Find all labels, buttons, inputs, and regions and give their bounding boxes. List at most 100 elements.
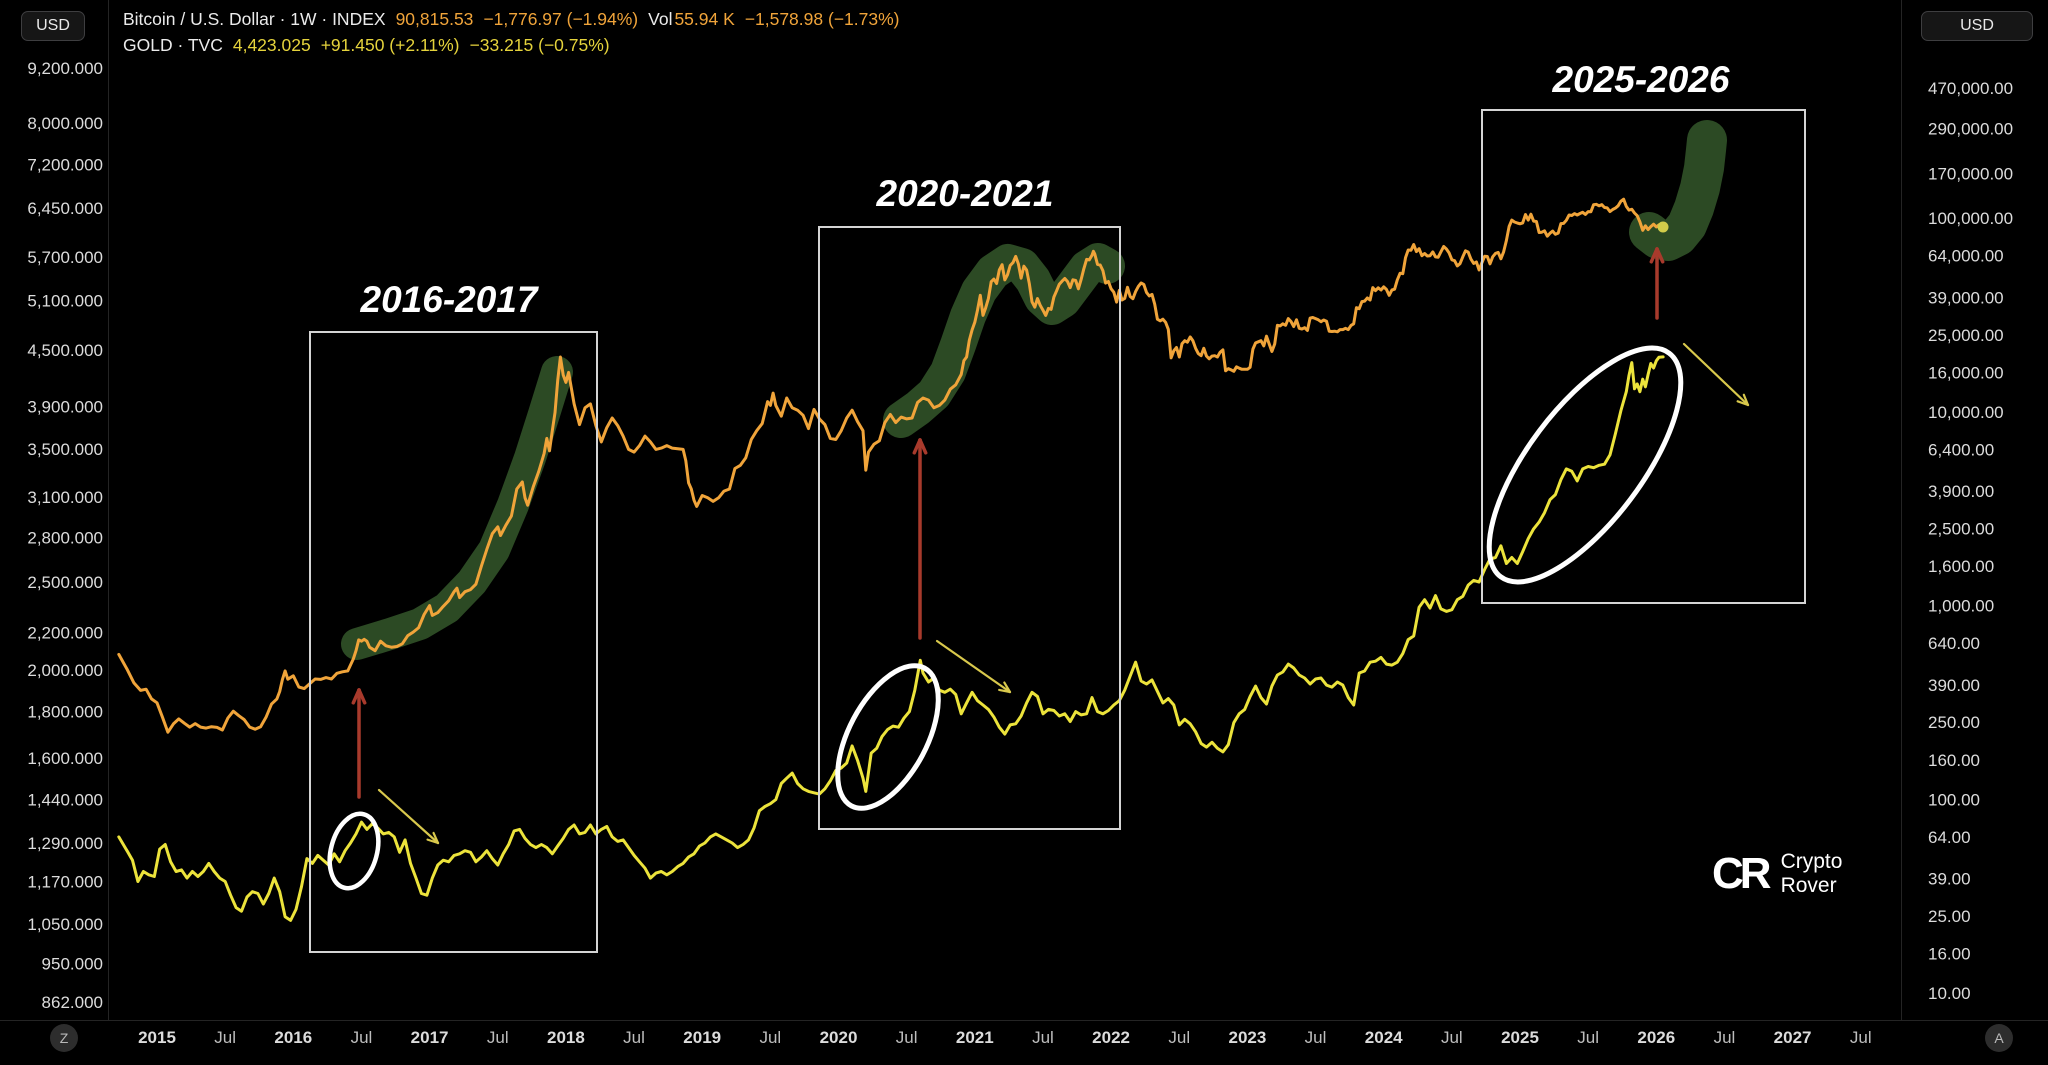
right-axis-tick: 64.00	[1928, 828, 1971, 847]
left-axis-tick: 3,100.000	[27, 488, 103, 507]
time-axis-year-label: 2025	[1501, 1028, 1539, 1047]
time-axis-jul-label: Jul	[1714, 1028, 1736, 1047]
time-axis-jul-label: Jul	[1850, 1028, 1872, 1047]
left-axis-tick: 2,000.000	[27, 661, 103, 680]
right-axis-tick: 1,600.00	[1928, 557, 1994, 576]
time-axis-jul-label: Jul	[759, 1028, 781, 1047]
highlight-ellipse-3[interactable]	[1455, 319, 1715, 611]
gold-price-change-secondary: −33.215 (−0.75%)	[469, 35, 610, 55]
right-axis-tick: 170,000.00	[1928, 165, 2013, 184]
left-axis-tick: 9,200.000	[27, 59, 103, 78]
left-axis-tick: 2,500.000	[27, 573, 103, 592]
gold-symbol-title: GOLD · TVC	[123, 35, 223, 55]
right-axis-tick: 25.00	[1928, 907, 1971, 926]
bitcoin-last-price: 90,815.53	[395, 9, 474, 29]
auto-scale-button[interactable]: A	[1985, 1024, 2013, 1052]
right-axis-tick: 25,000.00	[1928, 326, 2004, 345]
annotation-box-2020-2021[interactable]	[818, 226, 1121, 830]
left-axis-tick: 8,000.000	[27, 114, 103, 133]
left-axis-tick: 6,450.000	[27, 199, 103, 218]
yellow-down-arrow-1[interactable]	[377, 788, 440, 845]
btc-last-price-dot	[1657, 221, 1669, 233]
time-axis[interactable]: 2015 Jul 2016 Jul 2017 Jul 2018 Jul 2019 Jul 2020 J…	[138, 1028, 1872, 1047]
time-axis-jul-label: Jul	[214, 1028, 236, 1047]
watermark-text-line2: Rover	[1780, 874, 1837, 898]
right-axis-tick: 640.00	[1928, 634, 1980, 653]
left-axis-tick: 5,100.000	[27, 292, 103, 311]
time-axis-year-label: 2017	[411, 1028, 449, 1047]
legend-row-gold[interactable]: GOLD · TVC 4,423.025 +91.450 (+2.11%) −3…	[123, 35, 899, 56]
right-axis-tick: 16.00	[1928, 944, 1971, 963]
volume-change: −1,578.98 (−1.73%)	[744, 9, 900, 29]
yellow-down-arrow-3[interactable]	[1682, 342, 1750, 407]
highlight-ellipse-2[interactable]	[817, 650, 959, 824]
time-axis-year-label: 2019	[683, 1028, 721, 1047]
annotation-label-2016-2017: 2016-2017	[360, 279, 540, 320]
legend: Bitcoin / U.S. Dollar · 1W · INDEX 90,81…	[123, 9, 899, 56]
time-axis-year-label: 2020	[820, 1028, 858, 1047]
time-axis-jul-label: Jul	[1168, 1028, 1190, 1047]
annotation-box-2025-2026[interactable]	[1481, 109, 1806, 604]
gold-price-change: +91.450 (+2.11%)	[320, 35, 460, 55]
time-axis-year-label: 2018	[547, 1028, 585, 1047]
red-up-arrow-3[interactable]	[1649, 247, 1665, 320]
time-axis-year-label: 2023	[1228, 1028, 1266, 1047]
right-axis-tick: 290,000.00	[1928, 120, 2013, 139]
left-axis-tick: 950.000	[42, 955, 103, 974]
legend-row-bitcoin[interactable]: Bitcoin / U.S. Dollar · 1W · INDEX 90,81…	[123, 9, 899, 30]
red-up-arrow-1[interactable]	[351, 688, 367, 799]
right-axis-tick: 10.00	[1928, 984, 1971, 1003]
right-axis-tick: 390.00	[1928, 676, 1980, 695]
right-axis-currency-button[interactable]: USD	[1921, 11, 2033, 41]
time-axis-jul-label: Jul	[896, 1028, 918, 1047]
gold-last-price: 4,423.025	[232, 35, 311, 55]
right-axis-tick: 64,000.00	[1928, 247, 2004, 266]
left-axis-tick: 1,600.000	[27, 749, 103, 768]
right-axis-tick: 100,000.00	[1928, 209, 2013, 228]
highlight-ellipse-1[interactable]	[322, 808, 386, 893]
left-axis-tick: 3,500.000	[27, 440, 103, 459]
left-axis-tick: 3,900.000	[27, 398, 103, 417]
time-axis-jul-label: Jul	[1577, 1028, 1599, 1047]
left-axis-tick: 5,700.000	[27, 248, 103, 267]
timezone-button[interactable]: Z	[50, 1024, 78, 1052]
time-axis-jul-label: Jul	[1032, 1028, 1054, 1047]
right-axis-tick: 10,000.00	[1928, 403, 2004, 422]
right-axis-tick: 100.00	[1928, 790, 1980, 809]
green-highlight-3	[1629, 120, 1727, 261]
time-axis-year-label: 2022	[1092, 1028, 1130, 1047]
left-axis-tick: 1,050.000	[27, 915, 103, 934]
right-price-axis[interactable]: 470,000.00 290,000.00 170,000.00 100,000.00…	[1928, 79, 2013, 1003]
left-axis-tick: 2,800.000	[27, 528, 103, 547]
right-axis-tick: 470,000.00	[1928, 79, 2013, 98]
red-up-arrow-2[interactable]	[912, 438, 928, 640]
time-axis-year-label: 2024	[1365, 1028, 1403, 1047]
volume-value: 55.94 K	[674, 9, 735, 29]
crypto-rover-logo-icon: CR	[1712, 849, 1772, 899]
watermark-text-line1: Crypto	[1780, 850, 1843, 873]
time-axis-jul-label: Jul	[351, 1028, 373, 1047]
time-axis-year-label: 2027	[1774, 1028, 1812, 1047]
left-axis-tick: 7,200.000	[27, 156, 103, 175]
left-axis-tick: 1,800.000	[27, 703, 103, 722]
right-axis-tick: 16,000.00	[1928, 363, 2004, 382]
right-axis-tick: 6,400.00	[1928, 440, 1994, 459]
time-axis-jul-label: Jul	[487, 1028, 509, 1047]
time-axis-year-label: 2016	[274, 1028, 312, 1047]
yellow-down-arrow-2[interactable]	[935, 639, 1012, 694]
right-axis-tick: 1,000.00	[1928, 597, 1994, 616]
btc-line	[117, 197, 1665, 734]
crypto-rover-watermark: CR Crypto Rover	[1712, 850, 1842, 898]
left-axis-tick: 862.000	[42, 993, 103, 1012]
left-axis-currency-button[interactable]: USD	[21, 11, 85, 41]
time-axis-year-label: 2026	[1637, 1028, 1675, 1047]
annotation-label-2025-2026: 2025-2026	[1552, 59, 1730, 100]
bitcoin-price-change: −1,776.97 (−1.94%)	[483, 9, 639, 29]
left-axis-tick: 1,440.000	[27, 791, 103, 810]
gold-line	[117, 355, 1665, 922]
annotation-box-2016-2017[interactable]	[309, 331, 598, 953]
left-price-axis[interactable]: 9,200.000 8,000.000 7,200.000 6,450.000 5,70…	[27, 59, 103, 1012]
left-axis-tick: 2,200.000	[27, 623, 103, 642]
annotation-label-2020-2021: 2020-2021	[876, 173, 1054, 214]
